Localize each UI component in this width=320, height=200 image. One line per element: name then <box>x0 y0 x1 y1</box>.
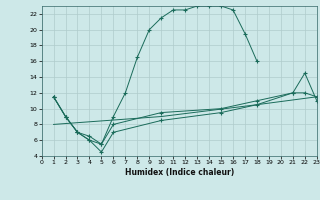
X-axis label: Humidex (Indice chaleur): Humidex (Indice chaleur) <box>124 168 234 177</box>
